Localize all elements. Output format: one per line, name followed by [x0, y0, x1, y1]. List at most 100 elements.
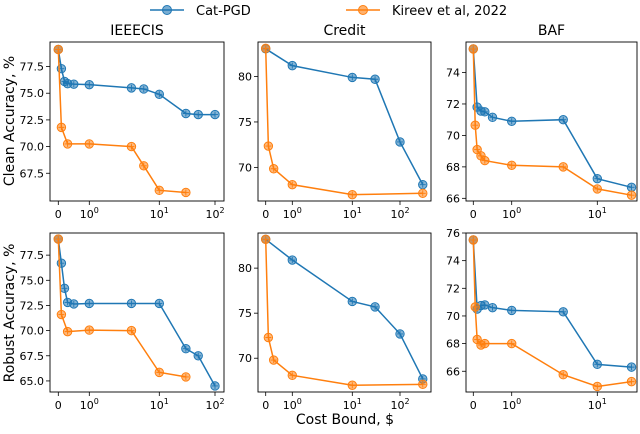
y-tick-label: 77.5: [20, 249, 45, 262]
series-line-1: [472, 48, 632, 196]
subplot-robust-5: 66 68 70 72 74 76 0 100 101: [446, 227, 638, 412]
y-tick-label: 65.0: [20, 375, 45, 388]
data-point: [59, 283, 70, 294]
data-point: [592, 359, 602, 370]
data-point: [626, 362, 637, 372]
data-point: [480, 107, 490, 117]
series-line-1: [264, 239, 423, 386]
y-tick-label: 70.0: [20, 141, 45, 154]
series-line-0: [472, 239, 632, 368]
x-tick-label: 100: [502, 397, 521, 412]
data-point: [62, 326, 73, 337]
x-tick-label: 102: [205, 206, 224, 221]
data-point: [181, 187, 191, 198]
data-point: [154, 185, 165, 196]
data-point: [69, 299, 79, 309]
y-tick-label: 67.5: [20, 350, 45, 363]
x-tick-label: 0: [470, 399, 477, 412]
legend-label-cat-pgd: Cat-PGD: [196, 4, 251, 19]
subplot-baf-2: BAF 66 68 70 72 74 0 100 101: [446, 23, 638, 221]
y-tick-label: 80: [238, 71, 252, 84]
data-point: [507, 116, 517, 126]
x-tick-label: 101: [343, 206, 362, 221]
x-tick-label: 0: [55, 399, 62, 412]
axes-frame: [49, 232, 225, 393]
data-point: [84, 139, 95, 149]
data-point: [487, 112, 498, 123]
data-point: [84, 298, 95, 309]
data-point: [418, 179, 428, 190]
data-point: [62, 139, 73, 149]
x-tick-label: 100: [502, 206, 521, 221]
data-point: [592, 173, 602, 184]
data-point: [626, 182, 637, 193]
data-point: [558, 370, 568, 380]
data-point: [126, 83, 137, 93]
series-line-0: [57, 49, 215, 116]
y-tick-label: 80: [238, 262, 252, 275]
axes-frame: [465, 41, 638, 202]
y-axis-label-clean: Clean Accuracy, %: [2, 56, 18, 186]
y-axis-label-robust: Robust Accuracy, %: [2, 244, 18, 383]
y-tick-label: 66: [446, 192, 460, 205]
data-point: [347, 296, 357, 307]
data-point: [347, 189, 357, 200]
y-tick-label: 74: [446, 255, 460, 268]
series-line-0: [265, 48, 424, 185]
legend: Cat-PGD Kireev et al, 2022: [150, 4, 507, 19]
data-point: [370, 74, 380, 84]
data-point: [626, 190, 637, 200]
y-tick-label: 70.0: [20, 325, 45, 338]
subplot-credit-1: Credit 70 75 80 0 100 101 102: [238, 23, 432, 221]
data-point: [287, 255, 297, 265]
data-point: [395, 329, 405, 339]
x-tick-label: 0: [470, 208, 477, 221]
data-point: [261, 43, 271, 54]
subplot-robust-4: 70 75 80 0 100 101 102: [238, 232, 432, 412]
y-tick-label: 70: [238, 161, 252, 174]
data-point: [287, 370, 297, 381]
y-tick-label: 76: [446, 227, 460, 240]
x-tick-label: 100: [283, 206, 302, 221]
data-point: [480, 338, 490, 349]
data-point: [395, 137, 405, 147]
data-point: [507, 338, 517, 349]
series-line-0: [57, 238, 216, 387]
y-tick-label: 68: [446, 161, 460, 174]
x-tick-label: 101: [150, 206, 169, 221]
y-tick-label: 70: [446, 310, 460, 323]
y-tick-label: 72: [446, 282, 460, 295]
axes-frame: [465, 232, 638, 393]
y-tick-label: 75.0: [20, 87, 45, 100]
data-point: [154, 89, 165, 99]
data-point: [507, 305, 517, 316]
y-tick-label: 72: [446, 98, 460, 111]
data-point: [210, 109, 220, 120]
y-tick-label: 67.5: [20, 167, 45, 180]
data-point: [126, 325, 137, 336]
data-point: [139, 161, 149, 171]
data-point: [468, 235, 478, 245]
data-point: [287, 60, 297, 71]
data-point: [193, 109, 203, 120]
data-point: [181, 372, 191, 382]
subplot-ieeecis-0: IEEECIS 67.5 70.0 72.5 75.0 77.5 0 100 101 102: [20, 23, 225, 221]
subplot-title: IEEECIS: [110, 23, 164, 39]
y-tick-label: 75: [238, 307, 252, 320]
data-point: [261, 234, 271, 245]
x-tick-label: 0: [262, 208, 269, 221]
y-tick-label: 72.5: [20, 114, 45, 127]
data-point: [470, 302, 480, 312]
data-point: [370, 302, 380, 312]
data-point: [56, 122, 67, 133]
x-tick-label: 101: [343, 397, 362, 412]
data-point: [210, 381, 220, 391]
data-point: [263, 332, 274, 343]
data-point: [193, 351, 203, 361]
data-point: [56, 309, 67, 320]
y-tick-label: 74: [446, 67, 460, 80]
y-tick-label: 70: [446, 129, 460, 142]
x-tick-label: 101: [588, 206, 607, 221]
data-point: [84, 325, 95, 335]
